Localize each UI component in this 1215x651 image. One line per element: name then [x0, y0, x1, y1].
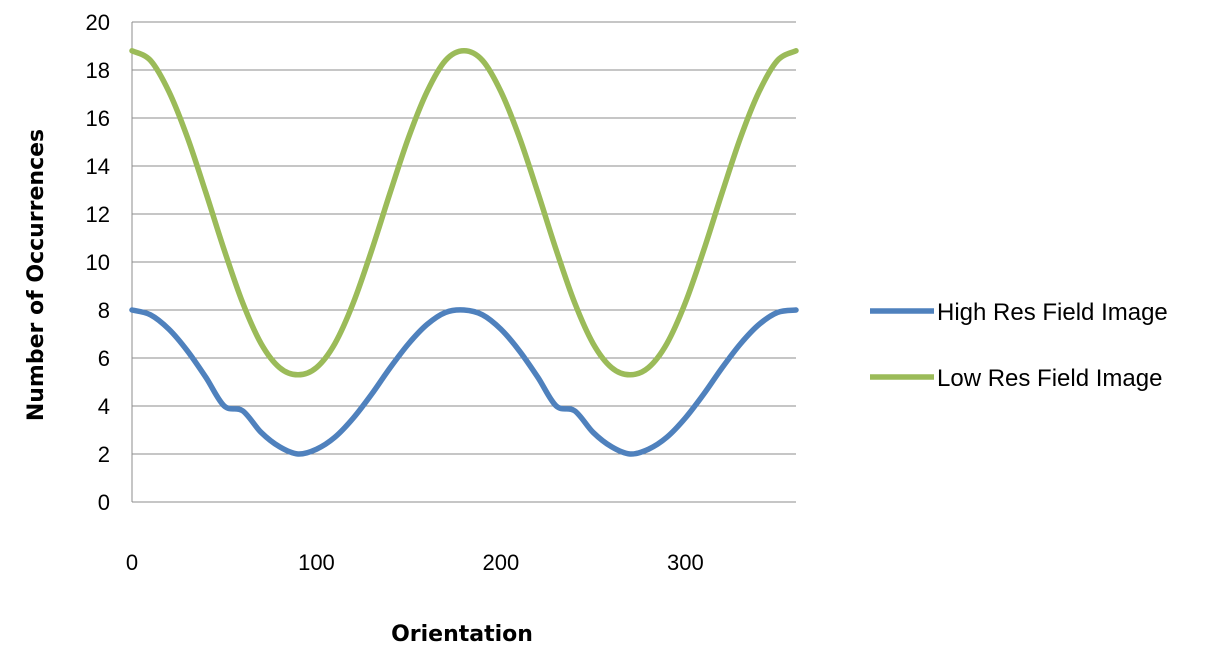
legend-label-high-res-field-image: High Res Field Image [937, 299, 1168, 326]
series-line-high-res-field-image [129, 307, 799, 457]
y-tick-label: 12 [86, 202, 110, 227]
y-tick-label: 0 [98, 490, 110, 515]
series-line-low-res-field-image [129, 48, 799, 378]
gridlines [132, 21, 796, 455]
legend: High Res Field Image Low Res Field Image [870, 299, 1168, 392]
y-tick-label: 2 [98, 442, 110, 467]
x-tick-label: 300 [667, 550, 704, 575]
x-axis-title: Orientation [391, 622, 533, 647]
y-tick-label: 8 [98, 298, 110, 323]
x-tick-label: 100 [298, 550, 335, 575]
series-lines [129, 48, 799, 457]
y-tick-label: 4 [98, 394, 110, 419]
y-tick-label: 10 [86, 250, 110, 275]
legend-label-low-res-field-image: Low Res Field Image [937, 365, 1162, 392]
y-tick-label: 14 [86, 154, 110, 179]
x-axis-tick-labels: 0 100 200 300 [126, 550, 704, 575]
y-tick-label: 18 [86, 58, 110, 83]
x-tick-label: 0 [126, 550, 138, 575]
y-tick-label: 16 [86, 106, 110, 131]
axes [131, 22, 796, 503]
y-axis-tick-labels: 0 2 4 6 8 10 12 14 16 18 20 [86, 10, 110, 515]
y-tick-label: 6 [98, 346, 110, 371]
y-axis-title: Number of Occurrences [24, 129, 49, 421]
y-tick-label: 20 [86, 10, 110, 35]
x-tick-label: 200 [483, 550, 520, 575]
